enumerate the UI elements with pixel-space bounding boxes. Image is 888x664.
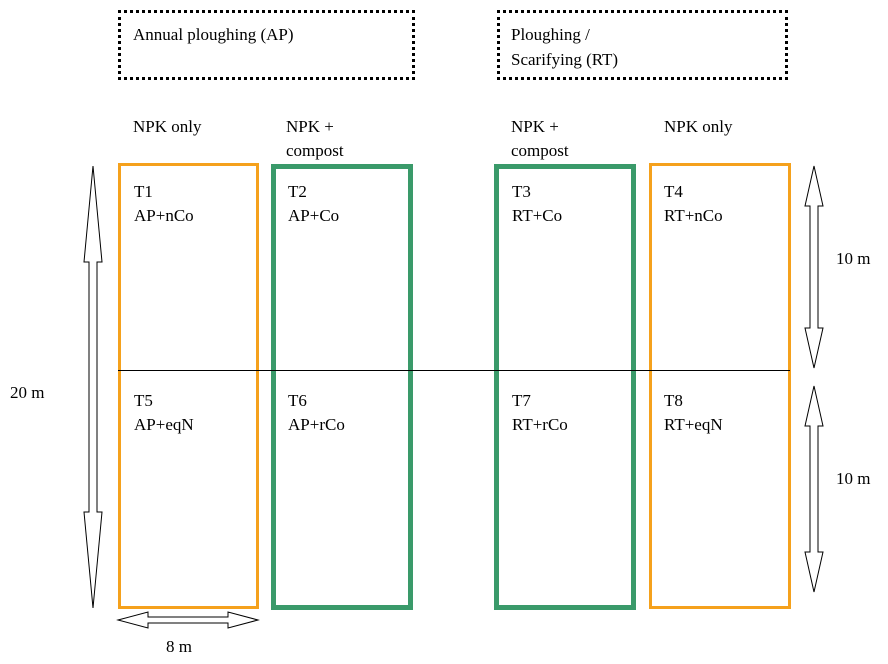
rt-group-box bbox=[497, 10, 788, 80]
arrow-10m-top-icon bbox=[804, 165, 824, 369]
plot-t2-label: AP+Co bbox=[288, 206, 340, 225]
plot-t3-id: T3 bbox=[512, 182, 531, 201]
plot-t7-id: T7 bbox=[512, 391, 531, 410]
column-header-4: NPK only bbox=[664, 117, 733, 136]
plot-t8-label: RT+eqN bbox=[664, 415, 723, 434]
ap-group-box bbox=[118, 10, 415, 80]
plot-t8-id: T8 bbox=[664, 391, 683, 410]
column-header-3: NPK + bbox=[511, 117, 559, 136]
column-header-3-line2: compost bbox=[511, 141, 569, 160]
plot-t6-id: T6 bbox=[288, 391, 307, 410]
plot-t1-label: AP+nCo bbox=[134, 206, 194, 225]
plot-column-rt-npk bbox=[649, 163, 791, 609]
plot-column-rt-compost bbox=[494, 164, 636, 610]
dimension-10m-bottom-label: 10 m bbox=[836, 469, 871, 488]
plot-column-ap-compost bbox=[271, 164, 413, 610]
plot-t5-label: AP+eqN bbox=[134, 415, 194, 434]
plot-t4-label: RT+nCo bbox=[664, 206, 723, 225]
column-header-2-line2: compost bbox=[286, 141, 344, 160]
plot-t5-id: T5 bbox=[134, 391, 153, 410]
dimension-20m-label: 20 m bbox=[10, 383, 45, 402]
plot-divider-line bbox=[118, 370, 790, 371]
plot-t3-label: RT+Co bbox=[512, 206, 563, 225]
plot-t1-id: T1 bbox=[134, 182, 153, 201]
arrow-8m-icon bbox=[116, 611, 260, 629]
plot-t2-id: T2 bbox=[288, 182, 307, 201]
ap-group-title: Annual ploughing (AP) bbox=[133, 25, 294, 44]
rt-group-title-line1: Ploughing / bbox=[511, 25, 590, 44]
column-header-2: NPK + bbox=[286, 117, 334, 136]
column-header-1: NPK only bbox=[133, 117, 202, 136]
plot-column-ap-npk bbox=[118, 163, 259, 609]
arrow-10m-bottom-icon bbox=[804, 385, 824, 593]
dimension-8m-label: 8 m bbox=[166, 637, 192, 656]
arrow-20m-icon bbox=[83, 165, 103, 609]
plot-t7-label: RT+rCo bbox=[512, 415, 568, 434]
rt-group-title-line2: Scarifying (RT) bbox=[511, 50, 619, 69]
plot-t4-id: T4 bbox=[664, 182, 683, 201]
dimension-10m-top-label: 10 m bbox=[836, 249, 871, 268]
plot-t6-label: AP+rCo bbox=[288, 415, 345, 434]
